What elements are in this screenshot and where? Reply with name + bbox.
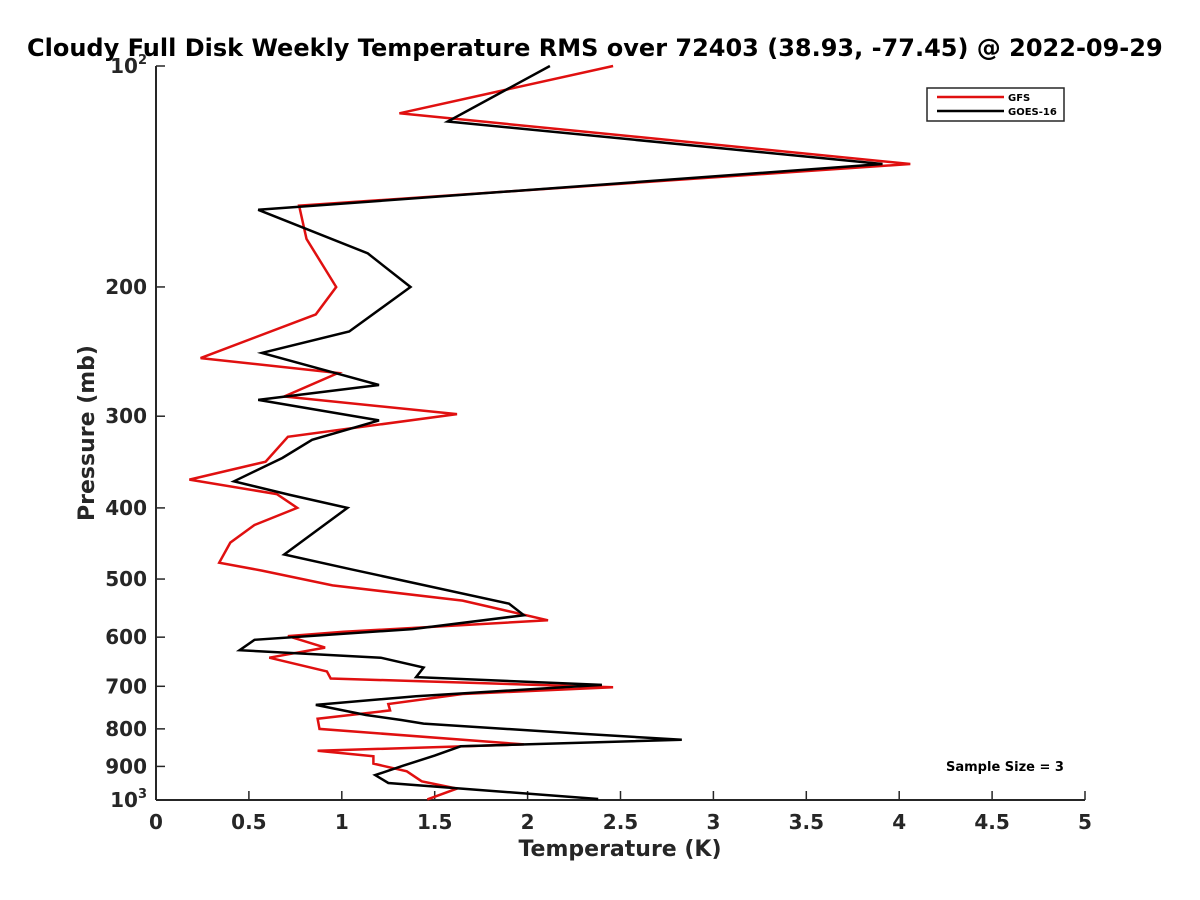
y-tick-label: 600 xyxy=(105,625,147,649)
x-tick-label: 5 xyxy=(1078,810,1092,834)
series-line-gfs xyxy=(189,64,911,801)
series-line-goes-16 xyxy=(230,64,883,801)
x-tick-label: 0.5 xyxy=(231,810,266,834)
sample-size-annotation: Sample Size = 3 xyxy=(946,760,1064,775)
series-lines xyxy=(189,64,911,801)
x-tick-label: 3.5 xyxy=(789,810,824,834)
y-tick-label: 500 xyxy=(105,567,147,591)
x-tick-label: 2 xyxy=(521,810,535,834)
x-tick-label: 1.5 xyxy=(417,810,452,834)
chart-title: Cloudy Full Disk Weekly Temperature RMS … xyxy=(27,34,1163,62)
y-axis-label: Pressure (mb) xyxy=(75,345,100,521)
x-tick-label: 3 xyxy=(706,810,720,834)
y-ticks: 102 200 300 400 500 600 700 800 900 103 xyxy=(105,53,165,812)
x-ticks: 0 0.5 1 1.5 2 2.5 3 3.5 4 4.5 5 xyxy=(149,791,1092,834)
y-tick-label: 102 xyxy=(110,53,147,78)
legend-box xyxy=(926,87,1065,122)
y-tick-label: 200 xyxy=(105,275,147,299)
x-tick-label: 4 xyxy=(892,810,906,834)
plot-area: 0 0.5 1 1.5 2 2.5 3 3.5 4 4.5 5 102 200 300 400 500 600… xyxy=(105,53,1092,834)
legend: GFS GOES-16 xyxy=(926,87,1065,122)
y-tick-label: 900 xyxy=(105,754,147,778)
legend-label-gfs: GFS xyxy=(1008,93,1030,104)
y-tick-label: 103 xyxy=(110,787,147,812)
x-axis-label: Temperature (K) xyxy=(518,837,721,862)
x-tick-label: 0 xyxy=(149,810,163,834)
x-tick-label: 1 xyxy=(335,810,349,834)
y-tick-label: 300 xyxy=(105,404,147,428)
x-tick-label: 2.5 xyxy=(603,810,638,834)
y-tick-label: 700 xyxy=(105,674,147,698)
x-tick-label: 4.5 xyxy=(974,810,1009,834)
y-tick-label: 400 xyxy=(105,496,147,520)
y-tick-label: 800 xyxy=(105,717,147,741)
legend-label-goes16: GOES-16 xyxy=(1008,107,1057,118)
